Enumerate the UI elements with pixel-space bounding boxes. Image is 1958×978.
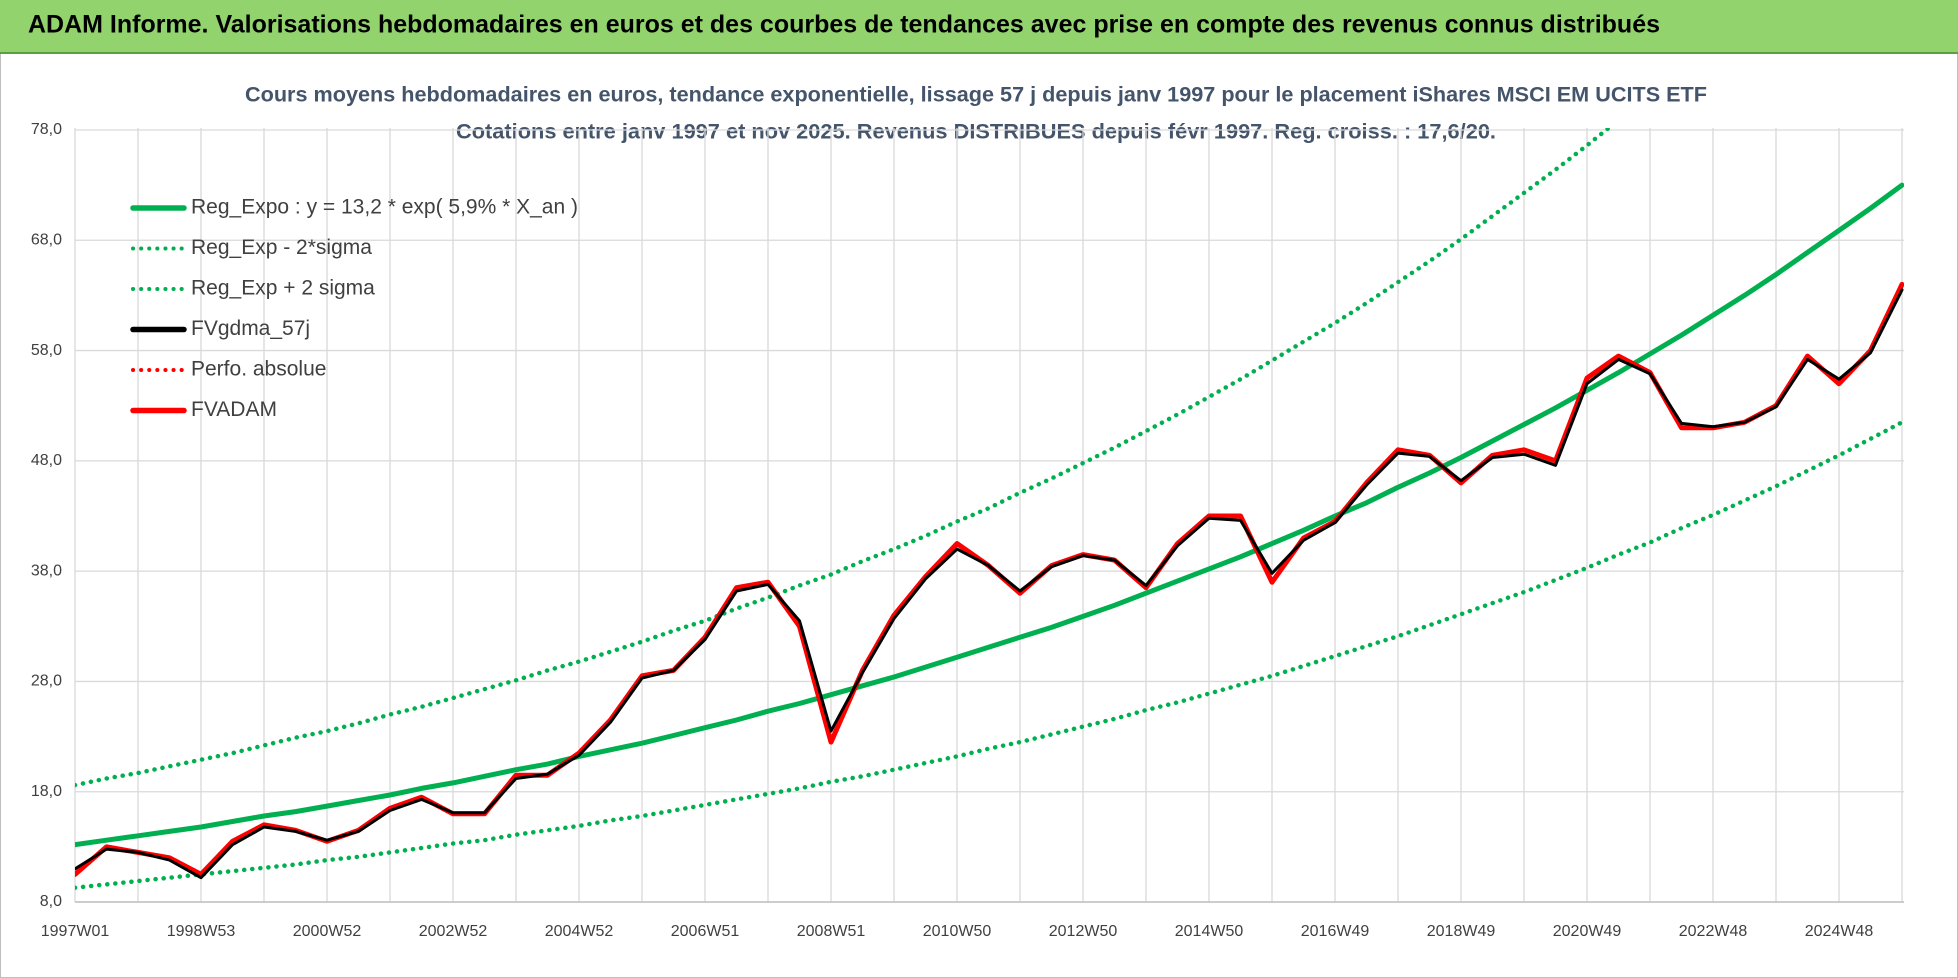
x-tick-label: 2010W50: [923, 923, 992, 940]
y-tick-label: 8,0: [40, 893, 62, 910]
legend-label: Perfo. absolue: [191, 358, 326, 381]
legend-label: FVgdma_57j: [191, 317, 310, 340]
legend: Reg_Expo : y = 13,2 * exp( 5,9% * X_an )…: [130, 196, 578, 421]
y-tick-label: 48,0: [31, 452, 62, 469]
series-line: [75, 128, 1613, 788]
y-tick-label: 68,0: [31, 232, 62, 249]
x-tick-label: 2008W51: [797, 923, 866, 940]
header-rule: [0, 52, 1958, 54]
x-tick-label: 2000W52: [293, 923, 362, 940]
legend-label: FVADAM: [191, 398, 277, 421]
series-line: [75, 288, 1904, 880]
y-tick-label: 28,0: [31, 673, 62, 690]
legend-label: Reg_Expo : y = 13,2 * exp( 5,9% * X_an ): [191, 196, 578, 219]
x-tick-label: 1998W53: [167, 923, 236, 940]
x-tick-label: 2018W49: [1427, 923, 1496, 940]
x-tick-label: 2020W49: [1553, 923, 1622, 940]
x-tick-label: 2006W51: [671, 923, 740, 940]
axes: 8,0 18,0 28,0 38,0 48,0 58,0 68,0 78,0 1997W01 19…: [31, 121, 1904, 940]
series-line: [75, 182, 1904, 848]
x-tick-label: 2004W52: [545, 923, 614, 940]
x-tick-label: 2002W52: [419, 923, 488, 940]
y-tick-label: 58,0: [31, 342, 62, 359]
header-title: ADAM Informe. Valorisations hebdomadaire…: [28, 11, 1660, 39]
header-bar: [0, 0, 1958, 52]
x-tick-label: 2022W48: [1679, 923, 1748, 940]
x-tick-label: 1997W01: [41, 923, 110, 940]
plot: [75, 128, 1904, 890]
x-tick-label: 2016W49: [1301, 923, 1370, 940]
y-tick-label: 18,0: [31, 783, 62, 800]
grid: [74, 128, 1904, 903]
chart-title: Cours moyens hebdomadaires en euros, ten…: [245, 84, 1707, 107]
chart-subtitle: Cotations entre janv 1997 et nov 2025. R…: [456, 121, 1496, 144]
y-tick-label: 38,0: [31, 562, 62, 579]
y-tick-label: 78,0: [31, 121, 62, 138]
x-tick-label: 2012W50: [1049, 923, 1118, 940]
legend-label: Reg_Exp + 2 sigma: [191, 277, 375, 300]
series-line: [75, 420, 1904, 890]
x-tick-label: 2014W50: [1175, 923, 1244, 940]
x-tick-label: 2024W48: [1805, 923, 1874, 940]
legend-label: Reg_Exp - 2*sigma: [191, 236, 372, 259]
